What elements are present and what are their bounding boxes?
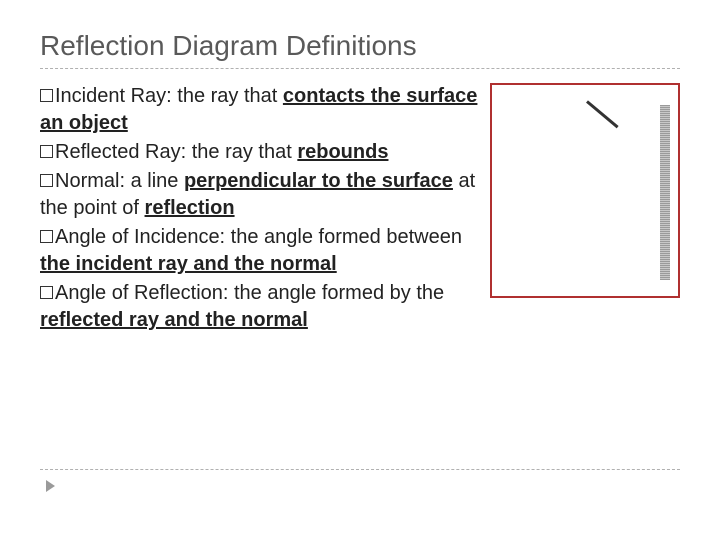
definition-reflected-ray: Reflected Ray: the ray that rebounds xyxy=(40,139,480,166)
def-text: the ray that xyxy=(172,85,283,107)
bullet-checkbox-icon xyxy=(40,174,53,187)
definitions-list: Incident Ray: the ray that contacts the … xyxy=(40,83,480,336)
def-text: the angle formed by the xyxy=(228,282,444,304)
footer-divider xyxy=(40,469,680,470)
reflection-diagram xyxy=(490,83,680,298)
term-label: Reflected Ray: xyxy=(55,141,186,163)
term-label: Angle of Incidence: xyxy=(55,226,225,248)
title-divider xyxy=(40,68,680,69)
definition-angle-reflection: Angle of Reflection: the angle formed by… xyxy=(40,280,480,334)
page-title: Reflection Diagram Definitions xyxy=(40,30,680,62)
term-label: Angle of Reflection: xyxy=(55,282,228,304)
incident-ray-line xyxy=(586,100,619,128)
def-emph-2: reflection xyxy=(145,197,235,219)
term-label: Normal: xyxy=(55,170,125,192)
bullet-checkbox-icon xyxy=(40,89,53,102)
definition-normal: Normal: a line perpendicular to the surf… xyxy=(40,168,480,222)
term-label: Incident Ray: xyxy=(55,85,172,107)
def-text: the angle formed between xyxy=(225,226,462,248)
def-emph: the incident ray and the normal xyxy=(40,253,337,275)
bullet-checkbox-icon xyxy=(40,230,53,243)
content-row: Incident Ray: the ray that contacts the … xyxy=(40,83,680,336)
def-emph: rebounds xyxy=(297,141,388,163)
def-text: a line xyxy=(125,170,184,192)
def-emph: reflected ray and the normal xyxy=(40,309,308,331)
definition-incident-ray: Incident Ray: the ray that contacts the … xyxy=(40,83,480,137)
def-emph: perpendicular to the surface xyxy=(184,170,453,192)
definition-angle-incidence: Angle of Incidence: the angle formed bet… xyxy=(40,224,480,278)
next-arrow-icon xyxy=(46,480,55,492)
surface-bar xyxy=(660,105,670,280)
def-text: the ray that xyxy=(186,141,297,163)
bullet-checkbox-icon xyxy=(40,286,53,299)
bullet-checkbox-icon xyxy=(40,145,53,158)
